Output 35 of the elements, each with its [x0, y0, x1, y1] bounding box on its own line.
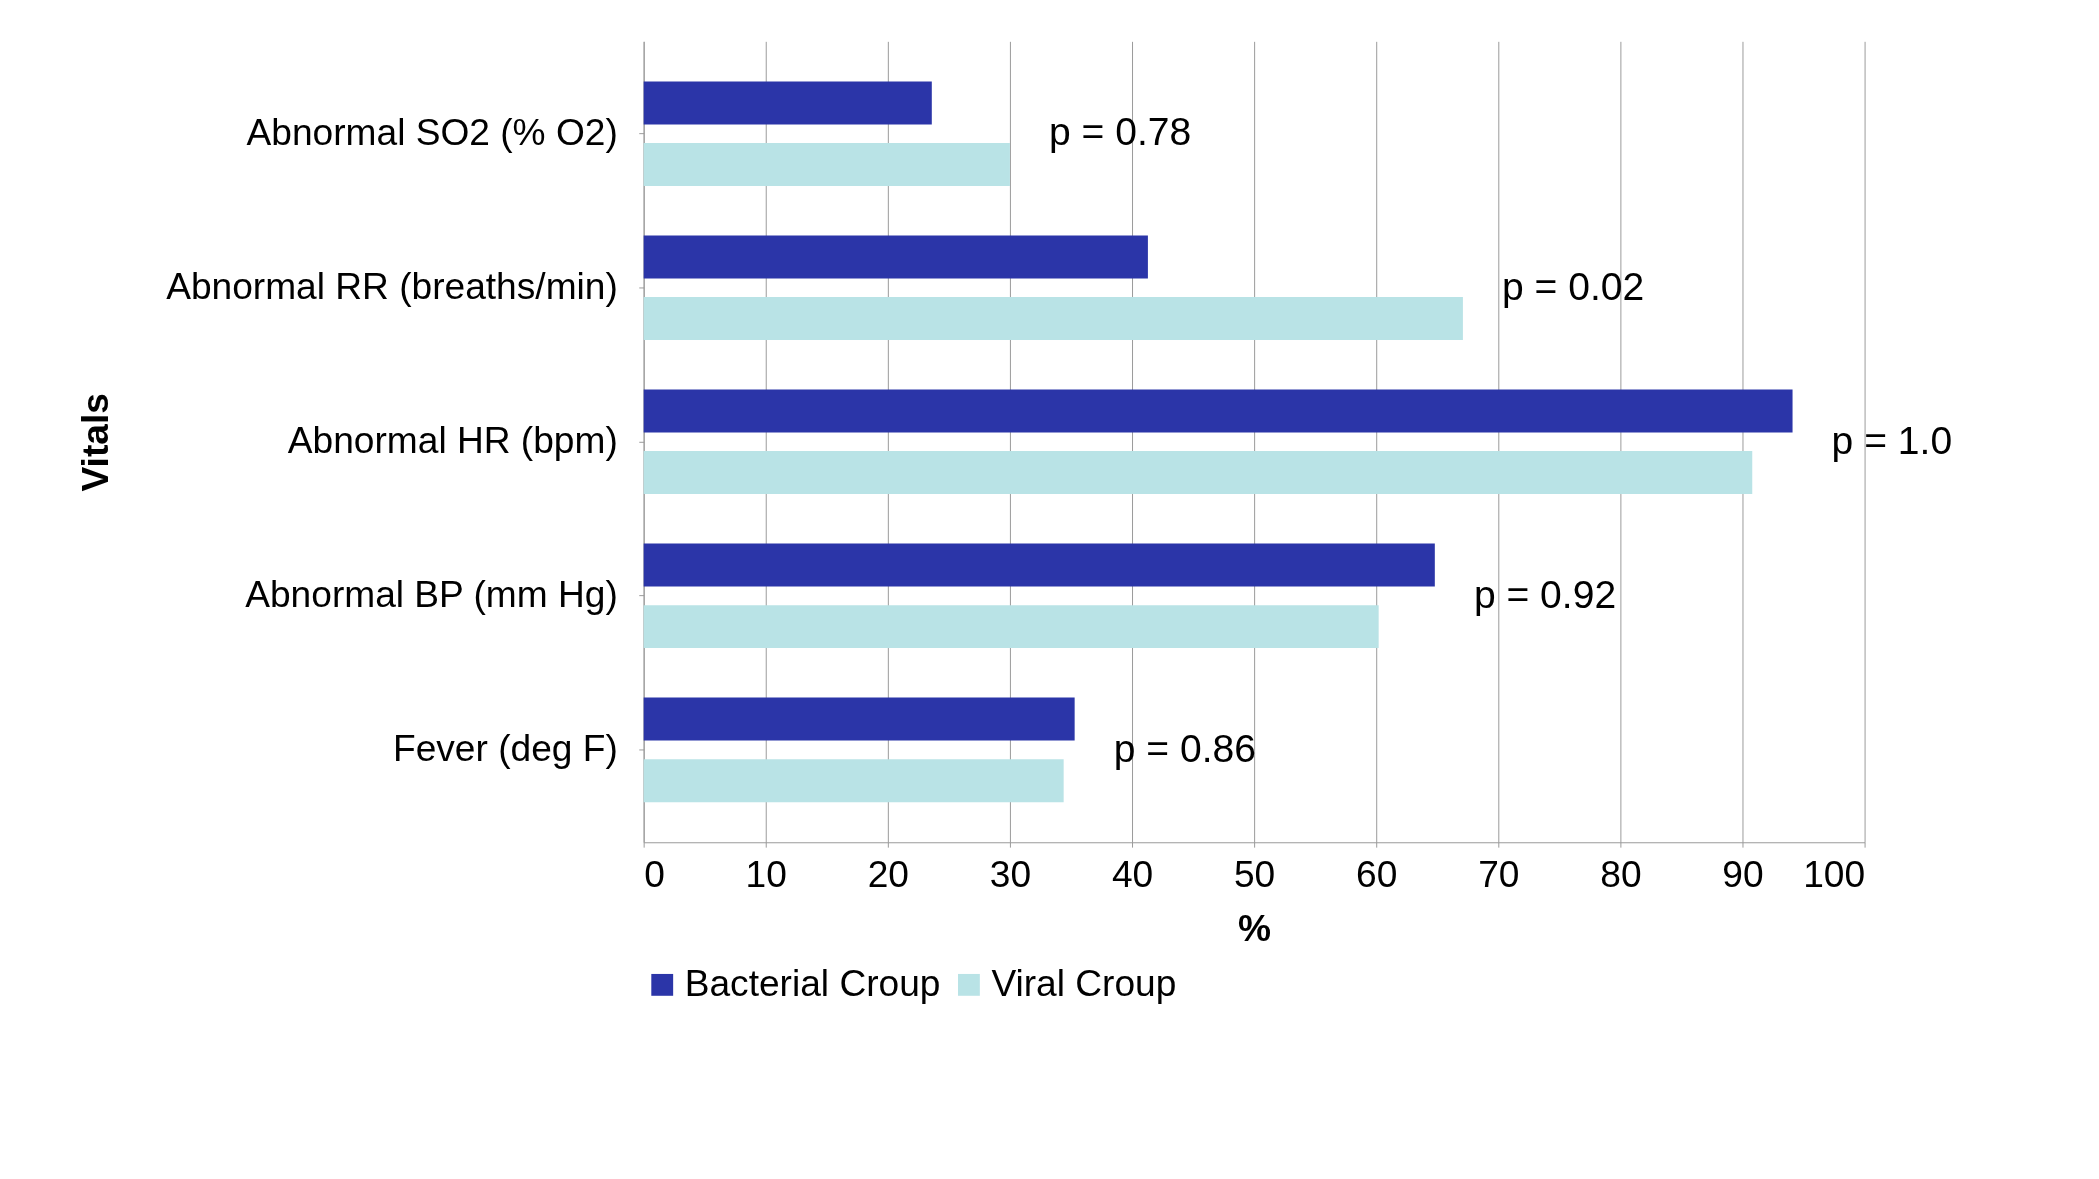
x-tick-label: 20 — [867, 852, 909, 895]
y-axis-title: Vitals — [73, 393, 116, 492]
bar — [643, 451, 1753, 495]
y-tick-label: Abnormal RR (breaths/min) — [166, 264, 618, 307]
y-tick-label: Abnormal SO2 (% O2) — [246, 110, 618, 153]
bar — [643, 759, 1064, 803]
annotation: p = 0.92 — [1473, 572, 1617, 616]
bar — [643, 605, 1379, 649]
x-tick-label: 60 — [1356, 852, 1398, 895]
x-tick-label: 90 — [1722, 852, 1764, 895]
annotation: p = 1.0 — [1831, 418, 1953, 462]
x-tick-label: 30 — [989, 852, 1032, 895]
x-tick-label: 50 — [1233, 852, 1276, 895]
x-tick-label: 40 — [1111, 852, 1154, 895]
x-tick-label: 70 — [1478, 852, 1520, 895]
x-tick-label: 80 — [1600, 852, 1642, 895]
x-tick-label: 10 — [745, 852, 787, 895]
legend-label: Viral Croup — [991, 961, 1177, 1004]
bar — [643, 389, 1793, 433]
bar — [643, 543, 1435, 587]
bar — [643, 143, 1010, 187]
x-tick-label: 100 — [1803, 852, 1866, 895]
annotation: p = 0.02 — [1501, 264, 1645, 308]
x-axis-title: % — [1238, 907, 1272, 950]
legend-label: Bacterial Croup — [684, 961, 941, 1004]
y-tick-label: Abnormal HR (bpm) — [287, 418, 618, 461]
bar — [643, 235, 1148, 279]
x-tick-label: 0 — [644, 852, 665, 895]
bar — [643, 297, 1463, 341]
bar — [643, 697, 1075, 741]
bar — [643, 81, 932, 125]
annotation: p = 0.78 — [1049, 110, 1192, 154]
y-tick-label: Abnormal BP (mm Hg) — [245, 572, 618, 615]
annotation: p = 0.86 — [1113, 726, 1256, 770]
y-tick-label: Fever (deg F) — [393, 726, 618, 769]
